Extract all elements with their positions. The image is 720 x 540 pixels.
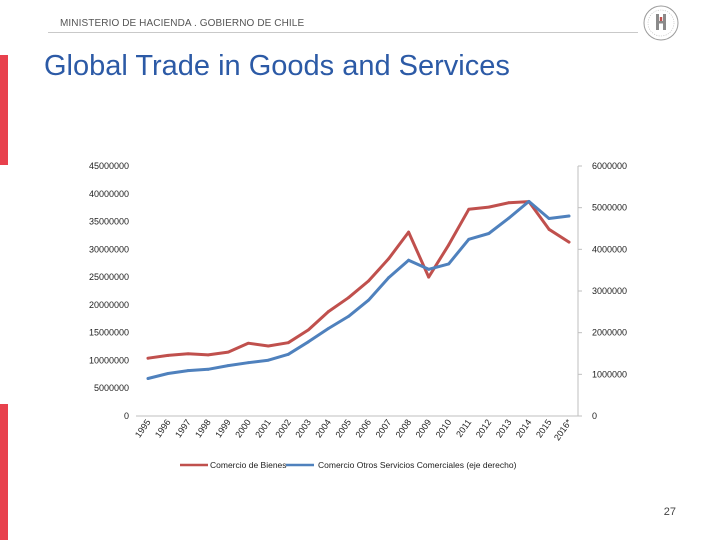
x-axis-category-label: 2010 xyxy=(434,417,454,439)
series-line-comercio-de-bienes xyxy=(146,200,571,360)
data-point xyxy=(146,377,150,380)
page-number: 27 xyxy=(663,506,676,518)
x-axis-category-label: 2001 xyxy=(253,417,273,439)
left-axis-tick-label: 20000000 xyxy=(89,300,129,310)
right-axis-tick-label: 2000000 xyxy=(592,328,627,338)
data-point xyxy=(467,207,471,211)
data-point xyxy=(527,200,531,203)
ministry-header: MINISTERIO DE HACIENDA . GOBIERNO DE CHI… xyxy=(60,18,305,29)
data-point xyxy=(266,358,270,362)
right-axis-tick-label: 5000000 xyxy=(592,203,627,213)
data-point xyxy=(246,361,250,365)
series-lines xyxy=(146,199,571,380)
chart-legend: Comercio de Bienes Comercio Otros Servici… xyxy=(180,460,517,470)
left-axis-tick-label: 0 xyxy=(124,411,129,421)
left-axis-tick-label: 40000000 xyxy=(89,189,129,199)
x-axis-category-label: 1995 xyxy=(133,417,153,439)
data-point xyxy=(166,372,170,375)
data-point xyxy=(407,230,411,234)
page-title: Global Trade in Goods and Services xyxy=(44,50,510,82)
right-axis-tick-label: 3000000 xyxy=(592,286,627,296)
data-point xyxy=(327,327,330,330)
data-point xyxy=(427,267,431,271)
left-axis-tick-label: 10000000 xyxy=(89,355,129,365)
data-point xyxy=(567,214,571,218)
x-axis-category-label: 2011 xyxy=(454,417,473,439)
data-point xyxy=(427,275,431,279)
data-point xyxy=(387,276,390,280)
left-axis-tick-label: 5000000 xyxy=(94,383,129,393)
data-point xyxy=(306,340,310,344)
data-point xyxy=(327,310,330,313)
legend-label: Comercio Otros Servicios Comerciales (ej… xyxy=(318,460,517,470)
x-axis-category-label: 2013 xyxy=(494,417,514,439)
x-axis-category-label: 2009 xyxy=(414,417,434,439)
data-point xyxy=(226,350,230,354)
data-point xyxy=(407,258,411,262)
x-axis-category-label: 2008 xyxy=(394,417,414,439)
right-axis-tick-label: 4000000 xyxy=(592,244,627,254)
left-axis-tick-label: 15000000 xyxy=(89,328,129,338)
data-point xyxy=(447,243,451,247)
data-point xyxy=(507,216,511,220)
x-axis-category-label: 2015 xyxy=(534,417,554,439)
left-axis-tick-label: 25000000 xyxy=(89,272,129,282)
x-axis-category-label: 2003 xyxy=(293,417,313,439)
data-point xyxy=(226,364,230,367)
x-axis-category-label: 2005 xyxy=(333,417,353,439)
data-point xyxy=(547,217,551,220)
data-point xyxy=(487,205,491,209)
right-axis-tick-label: 0 xyxy=(592,411,597,421)
data-point xyxy=(286,352,290,356)
data-point xyxy=(286,341,290,345)
x-axis-category-label: 2016* xyxy=(552,417,574,442)
data-point xyxy=(186,352,190,356)
data-point xyxy=(266,344,270,348)
x-axis-category-label: 2014 xyxy=(514,417,534,439)
x-axis-category-label: 2007 xyxy=(374,417,394,439)
data-point xyxy=(567,240,571,244)
legend-label: Comercio de Bienes xyxy=(210,460,287,470)
data-point xyxy=(467,237,471,241)
data-point xyxy=(367,279,370,283)
data-point xyxy=(367,298,370,302)
left-axis-tick-label: 30000000 xyxy=(89,244,129,254)
accent-bar-bottom xyxy=(0,404,8,540)
data-point xyxy=(507,201,511,205)
right-y-axis: 0 1000000 2000000 3000000 4000000 5000000 6000… xyxy=(577,161,627,421)
left-axis-tick-label: 45000000 xyxy=(89,161,129,171)
series-line-comercio-otros-servicios xyxy=(146,199,571,380)
x-axis-category-label: 1996 xyxy=(153,417,173,439)
x-axis-category-label: 2000 xyxy=(233,417,253,439)
x-axis-category-label: 1997 xyxy=(173,417,193,439)
x-axis-category-label: 2002 xyxy=(273,417,293,439)
data-point xyxy=(206,367,210,371)
data-point xyxy=(146,356,150,360)
data-point xyxy=(347,315,350,318)
x-axis-category-label: 1999 xyxy=(213,417,233,439)
right-axis-tick-label: 1000000 xyxy=(592,369,627,379)
data-point xyxy=(206,353,210,357)
data-point xyxy=(246,341,250,345)
data-point xyxy=(447,262,451,266)
data-point xyxy=(487,232,491,235)
data-point xyxy=(387,257,390,261)
x-axis: 1995 1996 1997 1998 1999 2000 2001 2002 2003 2004… xyxy=(133,415,578,442)
accent-bar-top xyxy=(0,55,8,165)
x-axis-category-label: 2012 xyxy=(474,417,494,439)
x-axis-category-label: 2006 xyxy=(353,417,373,439)
data-point xyxy=(186,369,190,372)
x-axis-category-label: 1998 xyxy=(193,417,213,439)
left-y-axis: 0 5000000 10000000 15000000 20000000 25000000… xyxy=(89,161,129,421)
right-axis-tick-label: 6000000 xyxy=(592,161,627,171)
data-point xyxy=(166,354,170,357)
data-point xyxy=(347,296,350,300)
header-divider xyxy=(48,32,638,33)
left-axis-tick-label: 35000000 xyxy=(89,217,129,227)
chile-government-seal-icon xyxy=(643,5,679,41)
x-axis-category-label: 2004 xyxy=(313,417,333,439)
data-point xyxy=(547,227,551,231)
data-point xyxy=(306,328,310,332)
